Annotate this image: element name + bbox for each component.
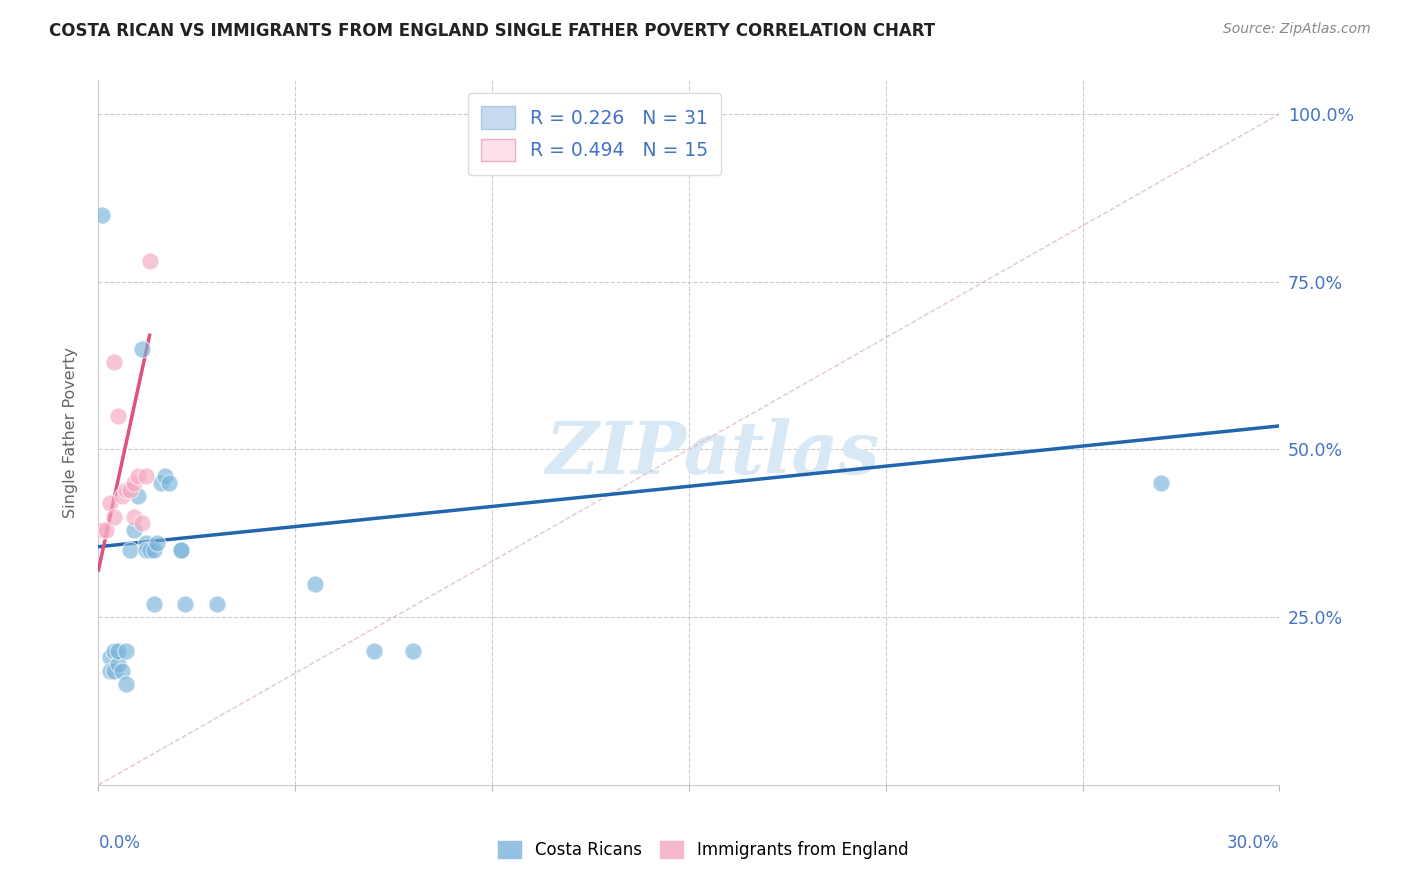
Point xyxy=(103,644,125,658)
Text: 0.0%: 0.0% xyxy=(98,834,141,852)
Point xyxy=(131,516,153,531)
Point xyxy=(107,657,129,672)
Point xyxy=(98,650,121,665)
Point xyxy=(146,536,169,550)
Point xyxy=(142,597,165,611)
Point xyxy=(138,543,160,558)
Point xyxy=(402,644,425,658)
Point xyxy=(111,489,134,503)
Point xyxy=(157,475,180,490)
Y-axis label: Single Father Poverty: Single Father Poverty xyxy=(63,347,77,518)
Point xyxy=(135,536,157,550)
Text: 30.0%: 30.0% xyxy=(1227,834,1279,852)
Point xyxy=(115,677,138,691)
Text: COSTA RICAN VS IMMIGRANTS FROM ENGLAND SINGLE FATHER POVERTY CORRELATION CHART: COSTA RICAN VS IMMIGRANTS FROM ENGLAND S… xyxy=(49,22,935,40)
Point xyxy=(150,475,173,490)
Point xyxy=(107,409,129,423)
Point xyxy=(155,469,177,483)
Point xyxy=(122,523,145,537)
Point xyxy=(170,543,193,558)
Legend: Costa Ricans, Immigrants from England: Costa Ricans, Immigrants from England xyxy=(491,833,915,866)
Point xyxy=(98,664,121,678)
Point xyxy=(1150,475,1173,490)
Point xyxy=(91,523,114,537)
Point xyxy=(103,355,125,369)
Point xyxy=(98,496,121,510)
Point xyxy=(205,597,228,611)
Point xyxy=(115,644,138,658)
Text: ZIPatlas: ZIPatlas xyxy=(546,418,880,489)
Point xyxy=(131,342,153,356)
Point xyxy=(127,469,149,483)
Point xyxy=(127,489,149,503)
Point xyxy=(103,664,125,678)
Point xyxy=(118,543,141,558)
Point xyxy=(138,254,160,268)
Point xyxy=(91,207,114,221)
Text: Source: ZipAtlas.com: Source: ZipAtlas.com xyxy=(1223,22,1371,37)
Point xyxy=(115,483,138,497)
Point xyxy=(103,509,125,524)
Point xyxy=(122,509,145,524)
Legend: R = 0.226   N = 31, R = 0.494   N = 15: R = 0.226 N = 31, R = 0.494 N = 15 xyxy=(468,93,721,175)
Point xyxy=(170,543,193,558)
Point xyxy=(135,469,157,483)
Point xyxy=(363,644,385,658)
Point xyxy=(174,597,197,611)
Point xyxy=(107,644,129,658)
Point xyxy=(304,576,326,591)
Point xyxy=(142,543,165,558)
Point xyxy=(122,475,145,490)
Point xyxy=(135,543,157,558)
Point xyxy=(111,664,134,678)
Point xyxy=(118,483,141,497)
Point xyxy=(96,523,118,537)
